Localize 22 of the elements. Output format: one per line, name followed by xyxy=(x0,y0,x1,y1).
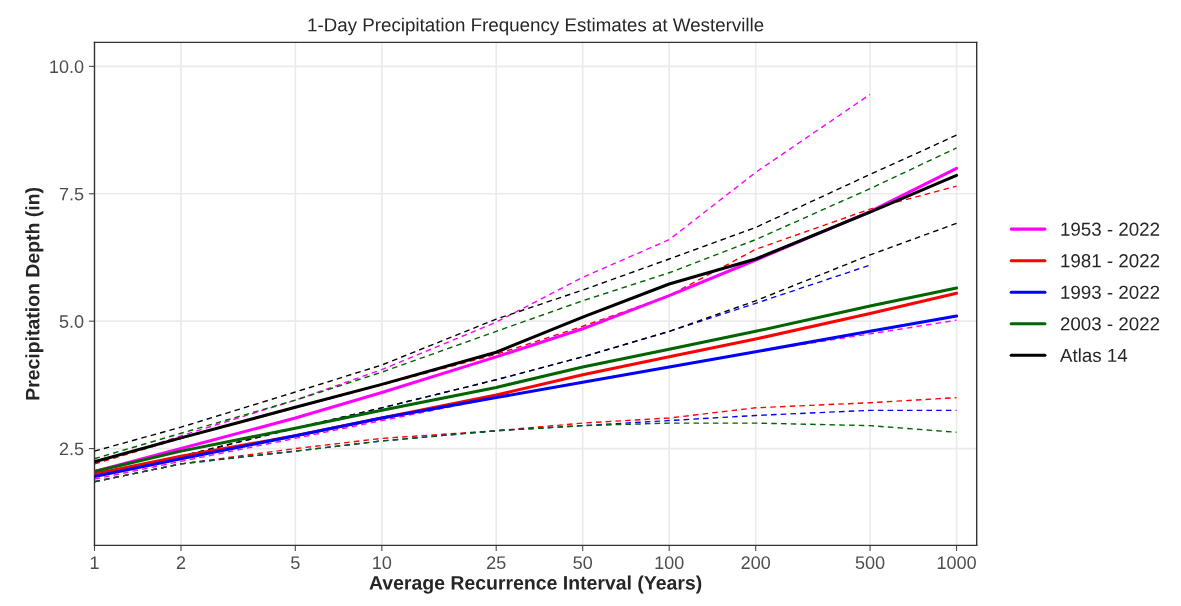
x-tick-label: 50 xyxy=(573,556,593,570)
x-axis-title: Average Recurrence Interval (Years) xyxy=(369,575,702,594)
x-tick-label: 25 xyxy=(487,556,506,570)
y-tick-label: 10.0 xyxy=(50,60,84,74)
x-tick-label: 1 xyxy=(90,556,99,569)
y-tick-label: 7.5 xyxy=(59,187,84,201)
y-tick-label: 5.0 xyxy=(59,315,84,328)
x-tick-label: 10 xyxy=(373,556,392,570)
x-tick-label: 500 xyxy=(855,556,885,570)
legend-label: 1993 - 2022 xyxy=(1061,285,1160,299)
legend-label: 1981 - 2022 xyxy=(1061,254,1160,268)
legend-label: 2003 - 2022 xyxy=(1060,317,1160,331)
y-tick-label: 2.5 xyxy=(59,442,84,456)
legend-label: Atlas 14 xyxy=(1059,348,1128,363)
x-tick-label: 100 xyxy=(655,556,684,570)
chart-title: 1-Day Precipitation Frequency Estimates at Westerville xyxy=(308,17,764,36)
x-tick-label: 200 xyxy=(741,556,771,570)
x-tick-label: 5 xyxy=(291,556,300,570)
x-tick-label: 1000 xyxy=(937,556,976,570)
y-axis-title: Precipitation Depth (in) xyxy=(25,187,44,400)
x-tick-label: 2 xyxy=(176,556,186,569)
legend-label: 1953 - 2022 xyxy=(1061,222,1160,236)
